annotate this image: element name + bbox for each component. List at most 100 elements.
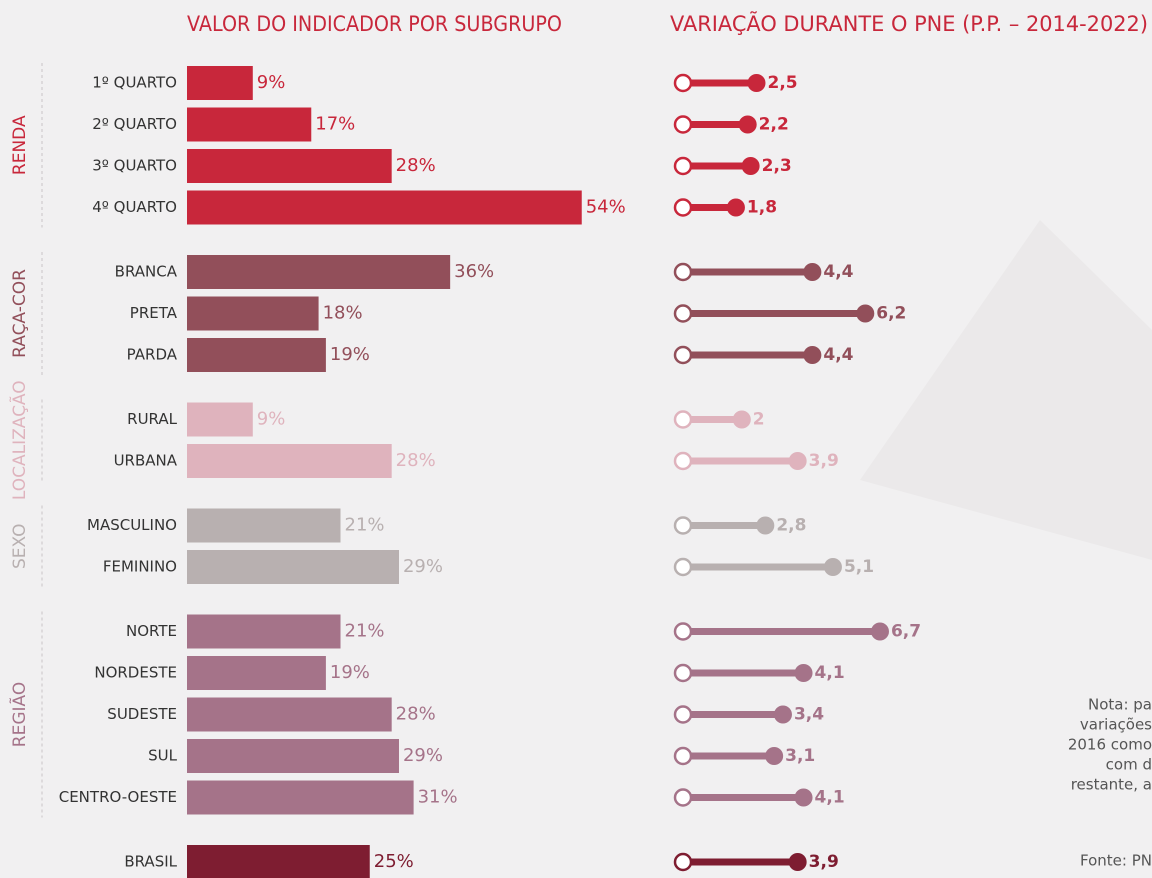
value-label: 1,8	[747, 198, 777, 218]
note-line: 2016 como	[1068, 736, 1152, 754]
bar	[187, 296, 319, 331]
start-point	[673, 262, 693, 282]
value-label: 4,1	[815, 663, 845, 683]
end-point	[788, 853, 807, 871]
bar	[187, 550, 399, 584]
value-label: 9%	[257, 409, 286, 430]
end-point	[803, 263, 822, 281]
category-label: CENTRO-OESTE	[59, 788, 177, 806]
start-point	[673, 557, 693, 577]
bar-title: VALOR DO INDICADOR POR SUBGRUPO	[187, 12, 562, 36]
value-label: 28%	[396, 704, 436, 725]
start-point	[673, 622, 693, 641]
bar	[187, 402, 253, 437]
end-point	[732, 410, 751, 429]
start-point	[673, 852, 693, 872]
end-point	[741, 157, 760, 175]
value-label: 54%	[586, 197, 626, 218]
start-point	[673, 705, 693, 724]
background-shape	[860, 220, 1152, 560]
bar	[187, 614, 341, 649]
end-point	[870, 622, 889, 641]
category-label: BRASIL	[124, 853, 177, 871]
value-label: 6,7	[891, 622, 921, 642]
dumbbell-title: VARIAÇÃO DURANTE O PNE (P.P. – 2014-2022…	[670, 10, 1148, 36]
bar	[187, 780, 414, 815]
note-line: com d	[1106, 756, 1152, 774]
value-label: 2,8	[776, 516, 806, 536]
value-label: 4,4	[823, 345, 853, 365]
value-label: 2	[753, 410, 765, 430]
note: Nota: pa variações 2016 como com d resta…	[1068, 696, 1152, 870]
bar	[187, 444, 392, 478]
group-label: RAÇA-COR	[10, 269, 30, 358]
value-label: 25%	[374, 851, 414, 872]
value-label: 36%	[454, 261, 494, 282]
category-label: BRANCA	[115, 263, 178, 281]
end-point	[738, 115, 757, 134]
value-label: 29%	[403, 556, 443, 577]
end-point	[756, 516, 775, 535]
end-point	[856, 304, 875, 323]
bar	[187, 845, 370, 878]
bar	[187, 338, 326, 372]
end-point	[765, 747, 784, 765]
value-label: 21%	[345, 621, 385, 642]
value-label: 31%	[418, 787, 458, 808]
category-label: FEMININO	[103, 558, 177, 576]
start-point	[673, 304, 693, 323]
start-point	[673, 198, 693, 217]
value-label: 3,9	[809, 852, 839, 872]
value-label: 2,2	[759, 115, 789, 135]
value-label: 3,1	[785, 746, 815, 766]
value-label: 3,9	[809, 451, 839, 471]
value-label: 9%	[257, 72, 286, 93]
note-line: Nota: pa	[1088, 696, 1152, 714]
bar	[187, 508, 341, 543]
category-label: URBANA	[114, 452, 178, 470]
bar	[187, 255, 451, 289]
category-label: PARDA	[127, 346, 178, 364]
value-label: 19%	[330, 344, 370, 365]
category-label: 2º QUARTO	[92, 115, 177, 133]
category-label: 1º QUARTO	[92, 74, 177, 92]
category-label: 4º QUARTO	[92, 198, 177, 216]
value-label: 29%	[403, 745, 443, 766]
start-point	[673, 516, 693, 535]
value-label: 4,1	[815, 788, 845, 808]
start-point	[673, 746, 693, 766]
end-point	[823, 558, 842, 576]
value-label: 5,1	[844, 557, 874, 577]
value-label: 18%	[323, 303, 363, 324]
value-label: 2,3	[762, 156, 792, 176]
bar	[187, 739, 399, 773]
start-point	[673, 115, 693, 134]
value-label: 4,4	[823, 262, 853, 282]
group-label: REGIÃO	[8, 682, 30, 747]
value-label: 3,4	[794, 705, 824, 725]
category-label: RURAL	[127, 410, 177, 428]
end-point	[803, 346, 822, 364]
category-label: MASCULINO	[87, 516, 177, 534]
bar	[187, 107, 312, 142]
start-point	[673, 663, 693, 683]
category-label: 3º QUARTO	[92, 157, 177, 175]
start-point	[673, 451, 693, 471]
category-label: PRETA	[130, 304, 178, 322]
value-label: 2,5	[768, 73, 798, 93]
end-point	[747, 74, 766, 92]
source: Fonte: PN	[1080, 852, 1152, 870]
value-label: 6,2	[876, 304, 906, 324]
start-point	[673, 73, 693, 93]
end-point	[794, 788, 813, 807]
note-line: restante, a	[1071, 776, 1152, 794]
start-point	[673, 156, 693, 176]
end-point	[788, 452, 807, 470]
note-line: variações	[1080, 716, 1152, 734]
value-label: 19%	[330, 662, 370, 683]
category-label: NORTE	[126, 622, 177, 640]
group-label: LOCALIZAÇÃO	[8, 380, 30, 500]
category-label: SUDESTE	[107, 705, 177, 723]
